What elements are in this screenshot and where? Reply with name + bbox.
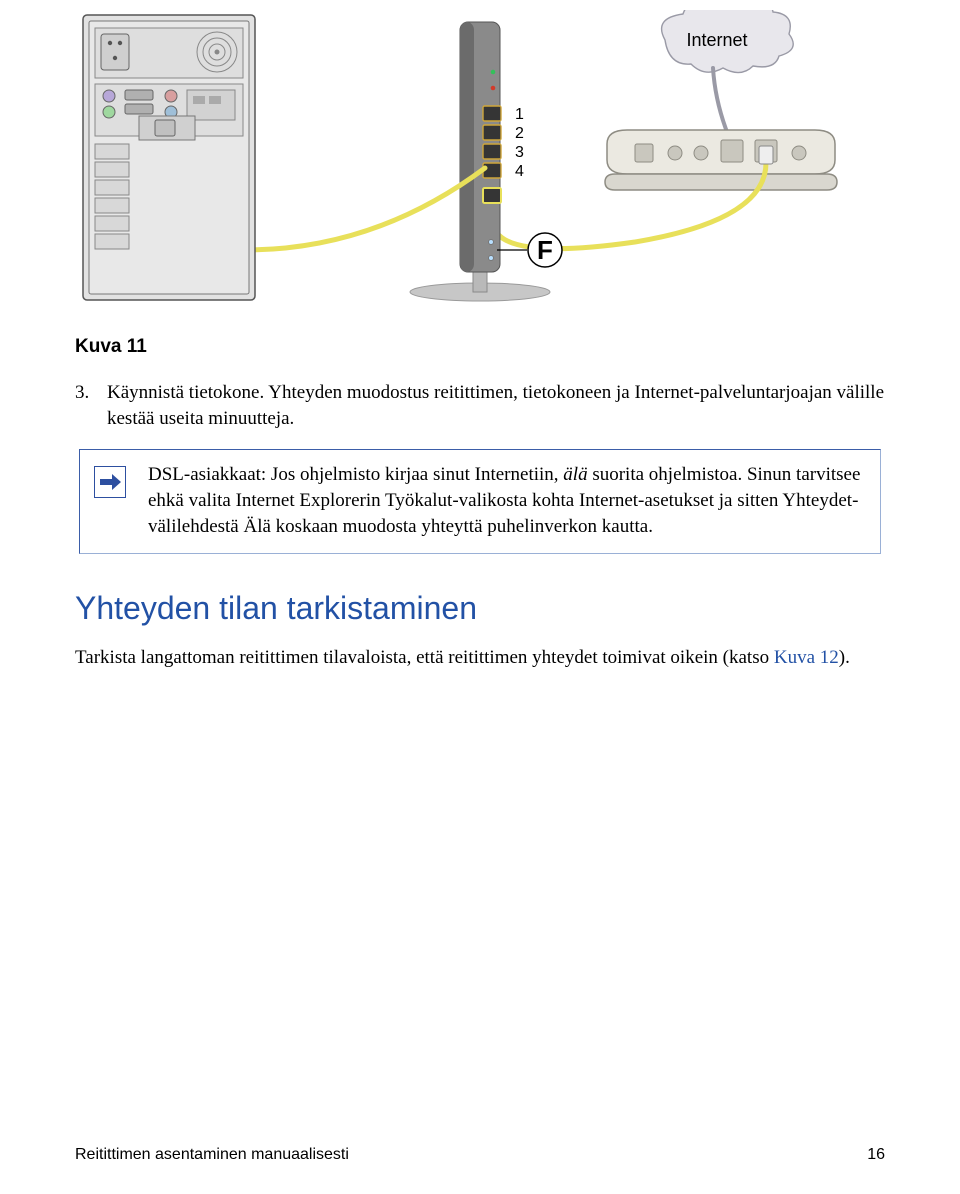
step-number: 3.	[75, 380, 107, 431]
network-diagram: Internet	[75, 10, 885, 330]
section-heading: Yhteyden tilan tarkistaminen	[75, 590, 885, 627]
arrow-note-icon	[94, 466, 126, 498]
figure-label: Kuva 11	[75, 336, 885, 358]
pc-icon	[83, 15, 255, 300]
step-text: Käynnistä tietokone. Yhteyden muodostus …	[107, 380, 885, 431]
footer-section-title: Reitittimen asentaminen manuaalisesti	[75, 1146, 349, 1164]
note-text: DSL-asiakkaat: Jos ohjelmisto kirjaa sin…	[148, 462, 866, 539]
figure-12-link[interactable]: Kuva 12	[774, 647, 839, 668]
note-box: DSL-asiakkaat: Jos ohjelmisto kirjaa sin…	[79, 449, 881, 554]
svg-text:4: 4	[515, 163, 524, 180]
internet-label: Internet	[686, 30, 747, 50]
body-paragraph: Tarkista langattoman reitittimen tilaval…	[75, 645, 885, 671]
diagram-svg: Internet	[75, 10, 885, 330]
svg-text:1: 1	[515, 106, 524, 123]
router-icon	[410, 22, 550, 301]
page-footer: Reitittimen asentaminen manuaalisesti 16	[75, 1146, 885, 1164]
step-3: 3. Käynnistä tietokone. Yhteyden muodost…	[75, 380, 885, 431]
body-pre: Tarkista langattoman reitittimen tilaval…	[75, 647, 774, 668]
modem-icon	[605, 130, 837, 190]
port-labels: 1 2 3 4	[515, 106, 524, 180]
cable-internet	[713, 68, 727, 132]
note-italic: älä	[563, 464, 587, 485]
body-post: ).	[839, 647, 850, 668]
plug-modem	[759, 146, 773, 164]
svg-text:F: F	[537, 235, 553, 265]
note-pre: DSL-asiakkaat: Jos ohjelmisto kirjaa sin…	[148, 464, 563, 485]
svg-text:2: 2	[515, 125, 524, 142]
svg-text:3: 3	[515, 144, 524, 161]
cloud-icon: Internet	[662, 10, 794, 73]
footer-page-number: 16	[867, 1146, 885, 1164]
